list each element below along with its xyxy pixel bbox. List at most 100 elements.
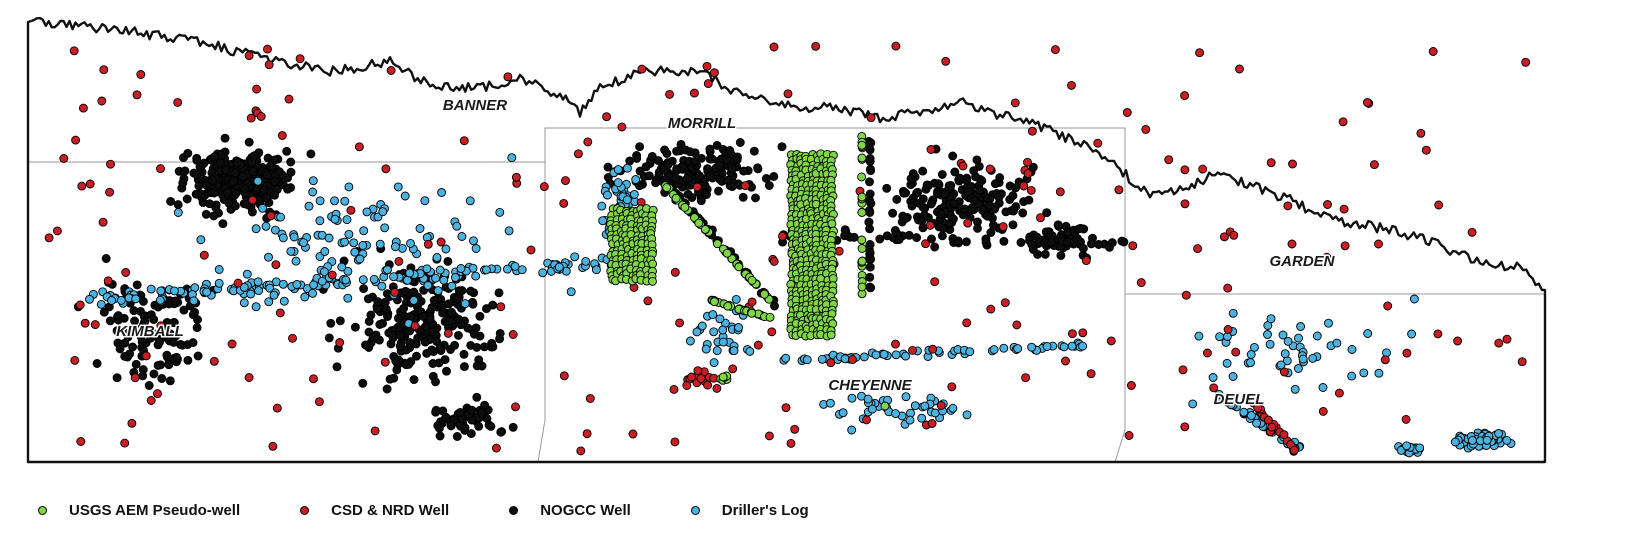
drillers-log-point [1067,341,1077,351]
nogcc-well-point [647,151,657,161]
drillers-log-point [729,346,739,356]
nogcc-well-point [508,422,518,432]
nogcc-well-point [1008,191,1018,201]
drillers-log-point [253,176,263,186]
nogcc-well-point [210,152,220,162]
csd-nrd-well-point [728,364,738,374]
csd-nrd-well-point [90,320,100,330]
csd-nrd-well-point [1081,256,1091,266]
drillers-log-point [431,273,441,283]
nogcc-well-point [894,235,904,244]
nogcc-well-point [917,216,927,226]
nogcc-well-point [898,211,908,221]
nogcc-well-point [469,288,479,298]
nogcc-well-point [955,173,965,183]
nogcc-well-point [454,286,464,296]
csd-nrd-well-point [1263,415,1273,425]
nogcc-well-point [418,311,428,321]
drillers-log-point [1194,331,1204,341]
drillers-log-point [910,401,920,411]
nogcc-well-point [177,340,187,350]
nogcc-well-point [705,171,715,180]
nogcc-well-point [270,155,280,165]
csd-nrd-well-point [1467,227,1477,237]
drillers-log-point [1374,368,1384,378]
nogcc-well-point [865,208,875,217]
legend-item-csd: CSD & NRD Well [300,502,449,519]
nogcc-well-point [672,146,682,156]
csd-nrd-well-point [985,164,995,174]
drillers-log-point [597,201,607,211]
nogcc-well-point [486,421,496,431]
nogcc-well-point [751,193,760,203]
nogcc-well-point [1105,242,1114,252]
csd-nrd-well-point [866,113,876,123]
drillers-log-point [330,196,339,206]
nogcc-well-point [381,304,391,314]
nogcc-well-point [603,162,613,172]
drillers-log-point [286,246,296,256]
drillers-log-point [465,196,475,206]
csd-nrd-well-point [410,321,420,331]
nogcc-well-point [146,333,156,343]
drillers-log-point [1494,429,1504,438]
nogcc-well-point [1042,208,1052,218]
csd-nrd-well-point [826,358,836,368]
drillers-log-point [517,265,527,275]
nogcc-well-point [949,199,959,209]
csd-nrd-well-point [423,239,433,249]
drillers-log-point [279,296,289,306]
csd-nrd-well-point [811,41,821,51]
nogcc-well-point [671,173,681,183]
csd-nrd-well-point [70,355,80,365]
nogcc-well-point [466,429,476,439]
csd-nrd-well-point [390,287,400,297]
csd-nrd-well-point [153,389,162,399]
nogcc-well-point [395,341,405,351]
nogcc-well-point [1028,162,1038,172]
drillers-log-point [999,343,1009,353]
csd-nrd-well-point [1338,117,1348,127]
csd-nrd-well-point [891,339,900,349]
legend-item-driller: Driller's Log [690,502,809,519]
csd-nrd-well-point [1369,160,1379,170]
nogcc-well-point [892,194,902,204]
nogcc-well-point [182,194,192,204]
drillers-log-point [251,224,261,234]
nogcc-well-point [183,355,193,365]
csd-nrd-well-point [127,418,137,428]
nogcc-well-point [283,184,293,194]
nogcc-well-point [438,308,448,318]
nogcc-well-point [112,373,122,383]
csd-nrd-well-point [1323,200,1332,209]
county-label-morrill: MORRILL [668,115,736,132]
csd-nrd-well-point [1318,406,1328,416]
csd-nrd-well-point [1402,348,1412,358]
csd-nrd-well-point [511,172,521,182]
drillers-log-point [270,225,280,235]
csd-nrd-well-point [1164,155,1174,165]
nogcc-well-point [1053,220,1063,230]
drillers-log-point [377,281,387,291]
nogcc-well-point [472,392,482,402]
csd-nrd-well-point [582,429,592,439]
nogcc-well-point [875,234,885,244]
drillers-log-point [156,286,166,296]
csd-nrd-well-point [1141,125,1151,134]
nogcc-well-point [918,166,928,176]
csd-nrd-well-point [271,260,281,270]
drillers-log-point [1402,441,1412,451]
drillers-log-point [629,189,639,199]
nogcc-well-point [193,315,202,325]
nogcc-well-point [454,314,463,324]
csd-nrd-well-point [1288,159,1297,169]
csd-nrd-well-point [693,366,703,376]
drillers-log-point [308,187,318,197]
nogcc-well-point [105,316,115,326]
nogcc-well-point [282,146,292,156]
study-area-outline [26,16,1547,464]
nogcc-well-point [495,334,505,344]
usgs-aem-pseudo-well-point [826,330,836,340]
usgs-aem-pseudo-well-point [857,235,867,245]
drillers-log-point [701,344,711,354]
